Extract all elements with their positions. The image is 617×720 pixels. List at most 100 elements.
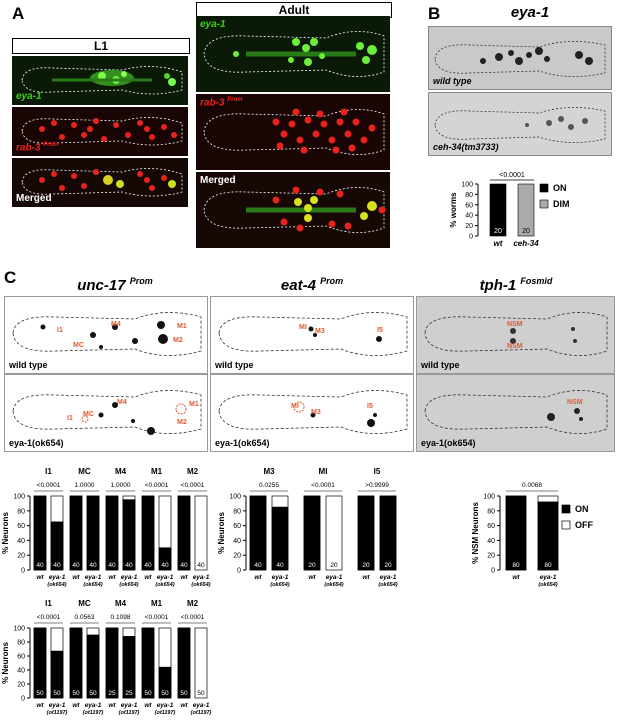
neuron-label-mi: MI: [299, 324, 307, 331]
worm-outline: [203, 108, 385, 155]
x-tick-label: eya-1: [540, 574, 557, 581]
y-tick-label: 0: [469, 234, 473, 241]
worm-outline: [21, 66, 183, 95]
bar-on: [86, 495, 100, 571]
bar-on: [105, 627, 119, 699]
n-label: 80: [544, 562, 552, 569]
group-label: MC: [78, 467, 91, 476]
pvalue-label: <0.0001: [145, 482, 169, 489]
merged-label: Merged: [200, 175, 236, 186]
x-tick-label: wt: [494, 239, 503, 248]
eat4-wildtype-image: MI M3 I5 wild type: [210, 296, 414, 374]
eat4-mutant-image: MI M3 I5 eya-1(ok654): [210, 374, 414, 452]
eya1-label: eya-1: [200, 19, 226, 30]
group-label: M2: [187, 467, 199, 476]
bar-on: [122, 499, 136, 571]
n-label: 80: [512, 562, 520, 569]
x-tick-label: wt: [108, 574, 116, 581]
worm-outline: [218, 390, 408, 434]
worm-outline: [218, 312, 408, 356]
x-tick-sublabel: (ok654): [191, 582, 210, 588]
n-label: 40: [197, 562, 205, 569]
bar-on: [33, 495, 47, 571]
neuron-label-m4: M4: [117, 399, 127, 406]
bar-off: [325, 495, 343, 571]
n-label: 20: [522, 228, 530, 235]
group-label: MC: [78, 599, 91, 608]
n-label: 40: [53, 562, 61, 569]
mutant-caption: eya-1(ok654): [9, 438, 64, 448]
group-label: I1: [45, 599, 52, 608]
y-tick-label: 60: [233, 523, 241, 530]
neuron-label-mi: MI: [291, 403, 299, 410]
panel-c-letter: C: [4, 268, 17, 287]
n-label: 20: [494, 228, 502, 235]
bar-on: [50, 521, 64, 571]
group-label: M1: [151, 599, 163, 608]
neuron-label-nsm: NSM: [507, 343, 523, 350]
bar-off: [194, 627, 208, 699]
n-label: 40: [108, 562, 116, 569]
x-tick-label: wt: [512, 574, 520, 581]
y-tick-label: 20: [487, 553, 495, 560]
n-label: 40: [144, 562, 152, 569]
y-tick-label: 100: [483, 494, 495, 501]
x-tick-label: eya-1: [157, 574, 174, 581]
y-tick-label: 40: [233, 538, 241, 545]
y-tick-label: 100: [13, 494, 25, 501]
x-tick-sublabel: (ot1197): [191, 710, 212, 716]
x-tick-label: eya-1: [380, 574, 397, 581]
wildtype-caption: wild type: [433, 76, 472, 86]
panel-a-letter: A: [12, 4, 25, 23]
y-tick-label: 40: [17, 668, 25, 675]
unc17-wildtype-image: I1 MC M4 M1 M2 wild type: [4, 296, 208, 374]
y-tick-label: 80: [17, 640, 25, 647]
merged-label: Merged: [16, 193, 52, 204]
pvalue-label: <0.0001: [145, 614, 169, 621]
neuron-label-nsm: NSM: [507, 321, 523, 328]
pvalue-label: 0.0068: [522, 482, 542, 489]
tph1-wildtype-image: NSM NSM wild type: [416, 296, 615, 374]
bar-on: [379, 495, 397, 571]
neuron-label-m2: M2: [177, 419, 187, 426]
neuron-label-m1: M1: [189, 401, 199, 408]
legend-swatch: [539, 199, 549, 209]
worm-outline: [12, 312, 202, 356]
n-label: 50: [89, 690, 97, 697]
pvalue-label: <0.0001: [311, 482, 335, 489]
bar-on: [505, 495, 527, 571]
bar-on: [33, 627, 47, 699]
legend-label: ON: [553, 183, 567, 193]
neuron-label-m3: M3: [311, 409, 321, 416]
bar-on: [69, 495, 83, 571]
y-tick-label: 40: [17, 538, 25, 545]
neuron-label-i1: I1: [67, 415, 73, 422]
x-tick-label: wt: [362, 574, 370, 581]
x-tick-label: wt: [308, 574, 316, 581]
worm-outline: [203, 186, 386, 233]
x-tick-sublabel: (ot1197): [119, 710, 140, 716]
n-label: 40: [36, 562, 44, 569]
y-tick-label: 0: [21, 568, 25, 575]
wildtype-caption: wild type: [215, 360, 254, 370]
y-axis-label: % Neurons: [1, 512, 10, 554]
x-tick-label: eya-1: [157, 702, 174, 709]
x-tick-sublabel: (ot1197): [47, 710, 68, 716]
n-label: 25: [125, 690, 133, 697]
x-tick-label: eya-1: [193, 702, 210, 709]
x-tick-label: eya-1: [326, 574, 343, 581]
x-tick-label: wt: [144, 702, 152, 709]
bar-off: [194, 495, 208, 571]
x-tick-label: wt: [254, 574, 262, 581]
bar-on: [141, 627, 155, 699]
y-tick-label: 100: [461, 182, 473, 189]
x-tick-label: wt: [180, 702, 188, 709]
bar-on: [141, 495, 155, 571]
ceh34-caption: ceh-34(tm3733): [433, 142, 499, 152]
y-tick-label: 20: [465, 223, 473, 230]
y-tick-label: 60: [487, 523, 495, 530]
pvalue-label: 1.0000: [111, 482, 131, 489]
bar-on: [271, 506, 289, 571]
n-label: 50: [53, 690, 61, 697]
y-tick-label: 80: [487, 508, 495, 515]
